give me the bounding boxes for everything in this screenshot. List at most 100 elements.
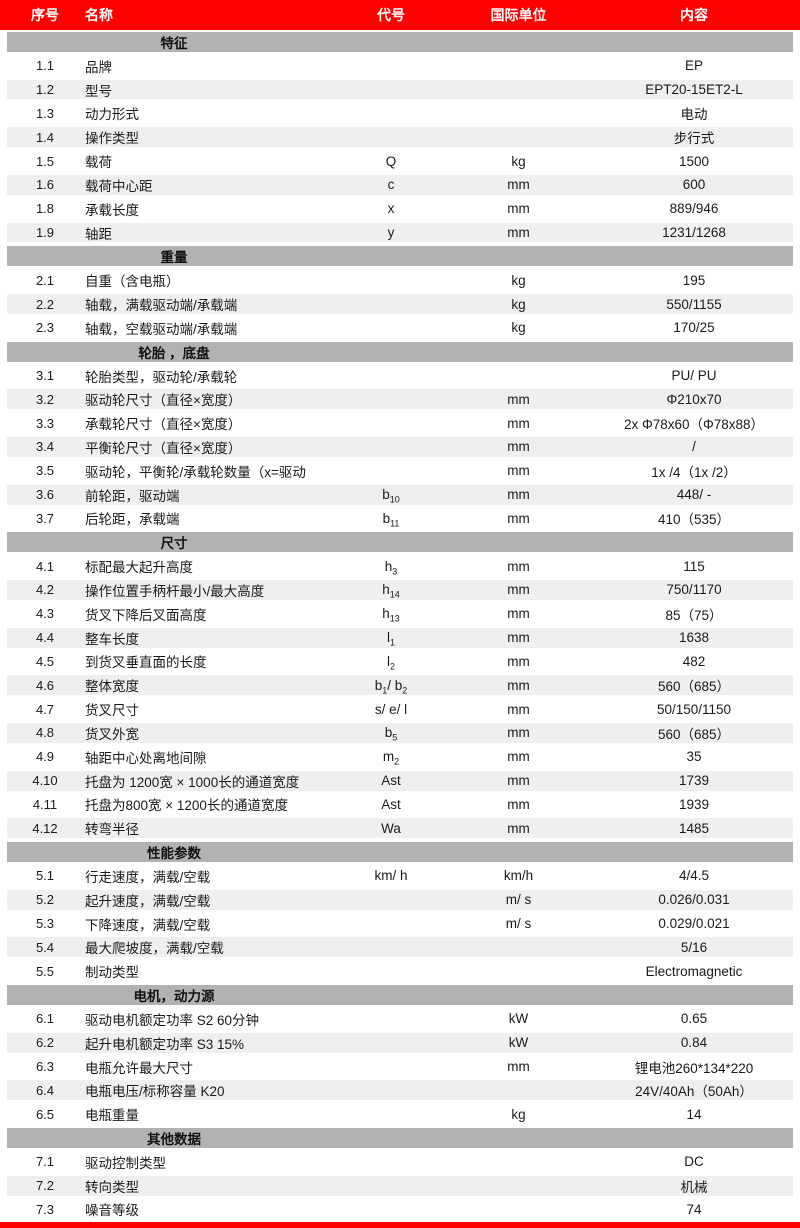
cell-value: 448/ -: [676, 487, 712, 503]
table-header: 序号 名称 代号 国际单位 内容: [0, 0, 800, 30]
section-title: 特征: [160, 35, 188, 51]
cell-name: 货叉尺寸: [85, 703, 139, 719]
cell-value: 24V/40Ah（50Ah）: [635, 1084, 753, 1100]
cell-value: 0.65: [680, 1011, 708, 1027]
cell-no: 2.1: [35, 272, 55, 288]
cell-value: Φ210x70: [666, 391, 722, 407]
cell-value: 85（75）: [665, 607, 723, 623]
header-cell-name: 名称: [85, 7, 113, 23]
cell-value: 50/150/1150: [656, 701, 732, 717]
spec-row: 4.9 轴距中心处离地间隙 m2 mm 35: [7, 744, 793, 769]
section-header: 尺寸: [7, 530, 793, 555]
cell-value: 482: [682, 653, 706, 669]
section-title: 其他数据: [147, 1132, 201, 1148]
spec-row: 3.3 承载轮尺寸（直径×宽度） mm 2x Φ78x60（Φ78x88）: [7, 411, 793, 436]
cell-unit: kg: [511, 1106, 526, 1122]
cell-name: 转弯半径: [85, 822, 139, 838]
cell-value: 115: [683, 558, 705, 574]
spec-row: 3.1 轮胎类型，驱动轮/承载轮 PU/ PU: [7, 363, 793, 388]
spec-table-body: 特征 1.1 品牌 EP 1.2 型号 EPT20-15ET2-L 1.3 动力…: [7, 30, 793, 1222]
spec-row: 3.6 前轮距，驱动端 b10 mm 448/ -: [7, 482, 793, 507]
cell-name: 行走速度，满载/空载: [85, 869, 211, 885]
cell-code: km/ h: [374, 868, 408, 884]
cell-name: 整体宽度: [85, 679, 139, 695]
header-cell-unit: 国际单位: [490, 7, 547, 23]
section-title: 性能参数: [147, 846, 201, 862]
cell-name: 电瓶电压/标称容量 K20: [85, 1084, 225, 1100]
cell-no: 6.4: [35, 1082, 55, 1098]
cell-name: 轮胎类型，驱动轮/承载轮: [85, 369, 238, 385]
cell-value: 0.84: [680, 1035, 708, 1051]
spec-row: 5.5 制动类型 Electromagnetic: [7, 959, 793, 984]
cell-value: 195: [682, 272, 706, 288]
cell-name: 最大爬坡度，满载/空载: [85, 941, 224, 957]
cell-unit: mm: [507, 749, 530, 765]
cell-no: 2.2: [35, 296, 55, 312]
cell-unit: km/h: [503, 868, 534, 884]
header-cell-no: 序号: [31, 7, 59, 23]
footer-accent-bar: [0, 1222, 800, 1228]
cell-value: 机械: [680, 1179, 708, 1195]
spec-row: 4.6 整体宽度 b1/ b2 mm 560（685）: [7, 673, 793, 698]
cell-value: 550/1155: [666, 296, 722, 312]
spec-row: 4.3 货叉下降后叉面高度 h13 mm 85（75）: [7, 601, 793, 626]
cell-code: y: [387, 225, 395, 241]
spec-row: 1.8 承载长度 x mm 889/946: [7, 196, 793, 221]
cell-value: 1x /4（1x /2）: [651, 464, 737, 480]
spec-row: 6.4 电瓶电压/标称容量 K20 24V/40Ah（50Ah）: [7, 1078, 793, 1103]
cell-no: 5.1: [35, 868, 55, 884]
cell-unit: kW: [508, 1035, 529, 1051]
section-header: 电机，动力源: [7, 983, 793, 1007]
spec-row: 2.3 轴载，空载驱动端/承载端 kg 170/25: [7, 315, 793, 340]
cell-code: l2: [386, 653, 395, 672]
cell-unit: mm: [507, 463, 530, 479]
cell-unit: mm: [507, 773, 530, 789]
cell-value: 35: [686, 749, 702, 765]
cell-no: 7.2: [35, 1178, 55, 1194]
cell-no: 4.2: [35, 582, 55, 598]
cell-name: 承载轮尺寸（直径×宽度）: [85, 417, 242, 433]
cell-name: 货叉下降后叉面高度: [85, 607, 207, 623]
cell-no: 3.7: [35, 510, 55, 526]
cell-no: 5.4: [35, 939, 55, 955]
cell-value: 锂电池260*134*220: [634, 1060, 754, 1076]
cell-name: 电瓶重量: [85, 1108, 139, 1124]
cell-unit: mm: [507, 701, 530, 717]
cell-name: 动力形式: [85, 107, 139, 123]
cell-value: 1939: [678, 796, 710, 812]
cell-code: m2: [382, 749, 400, 767]
section-header: 重量: [7, 244, 793, 269]
cell-code: Wa: [381, 820, 401, 836]
cell-name: 驱动轮尺寸（直径×宽度）: [85, 393, 242, 409]
cell-name: 驱动控制类型: [85, 1155, 166, 1171]
cell-name: 整车长度: [85, 631, 139, 647]
spec-row: 2.1 自重（含电瓶） kg 195: [7, 268, 793, 293]
cell-unit: mm: [507, 391, 530, 407]
spec-row: 4.11 托盘为800宽 × 1200长的通道宽度 Ast mm 1939: [7, 792, 793, 817]
cell-code: Ast: [381, 796, 401, 812]
cell-name: 驱动电机额定功率 S2 60分钟: [85, 1012, 260, 1028]
cell-no: 6.2: [35, 1035, 55, 1051]
cell-unit: mm: [507, 439, 530, 455]
section-header: 轮胎 ，底盘: [7, 339, 793, 364]
cell-name: 品牌: [85, 59, 112, 75]
cell-unit: mm: [507, 225, 530, 241]
cell-unit: mm: [507, 177, 530, 193]
cell-unit: kg: [511, 320, 526, 336]
cell-no: 4.3: [35, 606, 55, 622]
cell-unit: mm: [507, 415, 530, 431]
cell-unit: mm: [507, 653, 530, 669]
cell-value: 600: [682, 177, 706, 193]
cell-name: 到货叉垂直面的长度: [85, 655, 207, 671]
spec-row: 1.4 操作类型 步行式: [7, 125, 793, 150]
cell-no: 3.1: [35, 368, 55, 383]
spec-row: 5.4 最大爬坡度，满载/空载 5/16: [7, 935, 793, 960]
section-header: 性能参数: [7, 840, 793, 864]
cell-no: 4.9: [35, 749, 55, 765]
cell-no: 4.10: [32, 773, 58, 789]
cell-unit: mm: [507, 820, 530, 836]
cell-code: h14: [382, 582, 400, 601]
spec-row: 4.4 整车长度 l1 mm 1638: [7, 625, 793, 650]
cell-no: 3.6: [35, 487, 55, 503]
cell-no: 1.4: [35, 129, 55, 145]
